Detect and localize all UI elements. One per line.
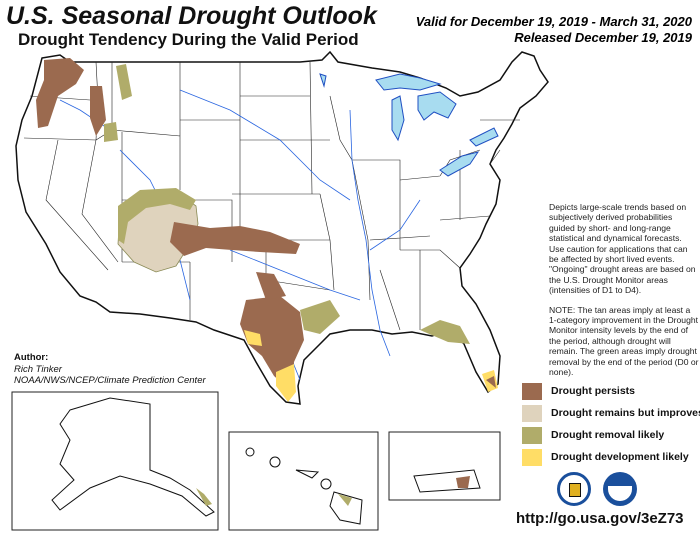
- drought-removal-area: [338, 494, 352, 506]
- drought-removal-area: [104, 122, 118, 142]
- drought-persists-area: [170, 222, 300, 256]
- legend-swatch: [522, 382, 542, 400]
- alaska-outline: [51, 397, 215, 517]
- legend-swatch: [522, 426, 542, 444]
- author-name: Rich Tinker: [14, 363, 62, 375]
- author-org: NOAA/NWS/NCEP/Climate Prediction Center: [14, 375, 206, 386]
- info-link[interactable]: http://go.usa.gov/3eZ73: [516, 510, 684, 527]
- drought-persists-area: [256, 272, 286, 300]
- valid-period: Valid for December 19, 2019 - March 31, …: [416, 14, 692, 46]
- description-text: Depicts large-scale trends based on subj…: [549, 202, 696, 296]
- legend-item: Drought remains but improves: [522, 402, 700, 424]
- drought-development-area: [244, 330, 262, 346]
- drought-removal-area: [116, 64, 132, 100]
- drought-development-area: [276, 364, 296, 402]
- legend-label: Drought persists: [551, 385, 636, 397]
- legend-swatch: [522, 404, 542, 422]
- conus-outline: [15, 50, 549, 405]
- legend-item: Drought persists: [522, 380, 700, 402]
- legend-label: Drought removal likely: [551, 429, 665, 441]
- drought-persists-area: [90, 86, 106, 136]
- drought-removal-area: [420, 320, 470, 344]
- author-block: Author: Rich Tinker NOAA/NWS/NCEP/Climat…: [14, 352, 206, 387]
- great-lakes: [319, 73, 499, 177]
- author-heading: Author:: [14, 352, 49, 363]
- page-title: U.S. Seasonal Drought Outlook: [6, 2, 377, 30]
- legend-item: Drought development likely: [522, 446, 700, 468]
- drought-persists-area: [36, 58, 84, 128]
- legend-label: Drought development likely: [551, 451, 689, 463]
- doc-seal-logo: [557, 472, 591, 506]
- hawaii-islands: [245, 447, 363, 525]
- noaa-logo: [603, 472, 637, 506]
- drought-persists-area: [456, 476, 470, 488]
- legend-item: Drought removal likely: [522, 424, 700, 446]
- legend-swatch: [522, 448, 542, 466]
- description: Depicts large-scale trends based on subj…: [549, 202, 699, 387]
- valid-dates: Valid for December 19, 2019 - March 31, …: [415, 14, 692, 29]
- drought-removal-area: [300, 300, 340, 334]
- drought-persists-area: [486, 376, 496, 388]
- drought-areas: [36, 58, 498, 402]
- legend-label: Drought remains but improves: [551, 407, 700, 419]
- drought-removal-area: [196, 488, 212, 506]
- drought-removal-area: [118, 188, 196, 244]
- state-boundaries: [23, 61, 520, 331]
- legend: Drought persists Drought remains but imp…: [522, 380, 700, 468]
- note-text: NOTE: The tan areas imply at least a 1-c…: [549, 304, 699, 378]
- release-date: Released December 19, 2019: [514, 30, 692, 45]
- page-subtitle: Drought Tendency During the Valid Period: [18, 30, 359, 49]
